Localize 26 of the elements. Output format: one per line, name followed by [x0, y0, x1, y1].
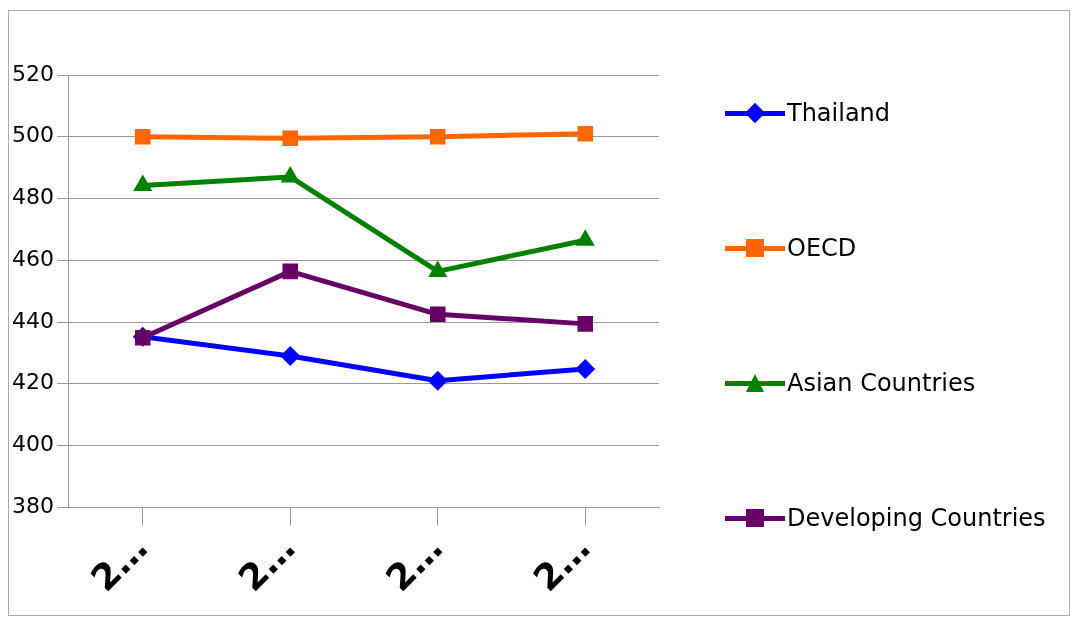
point	[280, 345, 301, 366]
y-tick-label: 420	[11, 369, 54, 395]
legend-label: OECD	[787, 234, 857, 262]
x-tick-label: 2…	[230, 526, 303, 600]
legend-label: Developing Countries	[787, 504, 1046, 532]
y-tick-label: 400	[11, 431, 54, 457]
point	[282, 263, 299, 280]
point	[577, 316, 594, 332]
x-tick-label: 2…	[377, 526, 451, 600]
point	[429, 306, 446, 323]
y-tick-label: 380	[11, 493, 54, 518]
x-tick-label: 2…	[525, 526, 598, 600]
point	[282, 130, 299, 147]
point	[134, 128, 151, 145]
legend-label: Thailand	[787, 99, 891, 127]
point	[429, 128, 446, 145]
y-tick-label: 500	[11, 122, 54, 148]
y-tick-label: 520	[11, 60, 54, 86]
point	[427, 370, 448, 391]
x-tick-label: 2…	[82, 526, 156, 600]
point	[575, 358, 596, 379]
y-tick-label: 460	[11, 245, 54, 271]
y-tick-label: 480	[11, 184, 54, 210]
point	[577, 125, 594, 142]
legend-label: Asian Countries	[787, 369, 976, 397]
y-tick-label: 440	[11, 307, 54, 333]
